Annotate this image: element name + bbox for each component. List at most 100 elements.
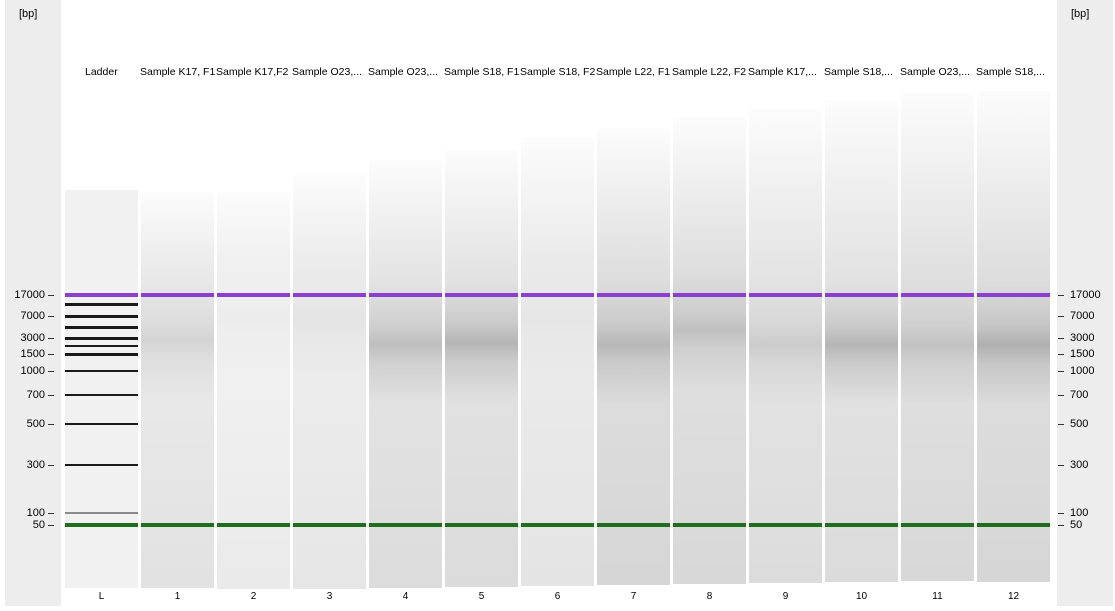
- lane-number: 5: [478, 591, 485, 602]
- lane-name: Sample O23,...: [292, 66, 363, 78]
- lower-marker-band: [673, 523, 746, 527]
- left-axis-tick: [48, 465, 54, 466]
- lane-name: Sample L22, F1: [596, 66, 671, 78]
- left-axis-label: 300: [26, 459, 45, 471]
- lane-name: Sample S18,...: [824, 66, 893, 78]
- right-axis-tick: [1058, 424, 1064, 425]
- lane-number: 2: [250, 591, 257, 602]
- left-axis-unit: [bp]: [19, 8, 38, 20]
- lane-name: Sample S18, F2: [520, 66, 596, 78]
- lane-name: Sample K17, F1: [140, 66, 216, 78]
- sample-lane[interactable]: [597, 128, 670, 585]
- lower-marker-band: [141, 523, 214, 527]
- right-axis-label: 1000: [1070, 365, 1095, 377]
- sample-lane[interactable]: [521, 138, 594, 586]
- lane-number: 11: [932, 591, 943, 602]
- sample-lane[interactable]: [293, 175, 366, 589]
- right-axis-label: 3000: [1070, 332, 1095, 344]
- sample-lane[interactable]: [369, 160, 442, 588]
- right-axis-tick: [1058, 354, 1064, 355]
- ladder-band: [65, 423, 138, 425]
- upper-marker-band: [521, 293, 594, 297]
- lane-number: 3: [326, 591, 333, 602]
- right-axis-unit: [bp]: [1071, 8, 1090, 20]
- left-axis-tick: [48, 513, 54, 514]
- right-axis-label: 700: [1070, 389, 1089, 401]
- sample-lane[interactable]: [141, 192, 214, 588]
- right-axis-label: 50: [1070, 519, 1083, 531]
- sample-lane[interactable]: [749, 109, 822, 583]
- lower-marker-band: [597, 523, 670, 527]
- left-axis-tick: [48, 525, 54, 526]
- upper-marker-band: [597, 293, 670, 297]
- sample-lane[interactable]: [217, 192, 290, 589]
- left-axis-label: 50: [32, 519, 45, 531]
- lane-name: Sample S18,...: [976, 66, 1045, 78]
- upper-marker-band: [749, 293, 822, 297]
- right-axis-label: 500: [1070, 418, 1089, 430]
- right-axis-tick: [1058, 371, 1064, 372]
- left-axis-label: 700: [26, 389, 45, 401]
- upper-marker-band: [369, 293, 442, 297]
- sample-lane[interactable]: [901, 93, 974, 581]
- sample-lane[interactable]: [445, 150, 518, 587]
- lane-name: Sample O23,...: [368, 66, 439, 78]
- upper-marker-band: [673, 293, 746, 297]
- lower-marker-band: [977, 523, 1050, 527]
- upper-marker-band: [445, 293, 518, 297]
- ladder-lane[interactable]: [65, 190, 138, 588]
- lane-name: Sample O23,...: [900, 66, 971, 78]
- left-axis-tick: [48, 354, 54, 355]
- lane-name: Sample L22, F2: [672, 66, 747, 78]
- right-axis-panel: [bp]: [1057, 0, 1113, 606]
- left-axis-tick: [48, 371, 54, 372]
- right-axis-label: 7000: [1070, 310, 1095, 322]
- upper-marker-band: [977, 293, 1050, 297]
- upper-marker-band: [65, 293, 138, 297]
- lane-number: L: [98, 591, 105, 602]
- ladder-band: [65, 394, 138, 396]
- lower-marker-band: [293, 523, 366, 527]
- right-axis-tick: [1058, 316, 1064, 317]
- ladder-band: [65, 353, 138, 356]
- right-axis-label: 17000: [1070, 289, 1101, 301]
- lane-name: Sample K17,...: [748, 66, 817, 78]
- ladder-band: [65, 370, 138, 372]
- sample-lane[interactable]: [673, 117, 746, 584]
- left-axis-tick: [48, 338, 54, 339]
- upper-marker-band: [141, 293, 214, 297]
- left-axis-label: 100: [26, 507, 45, 519]
- right-axis-label: 100: [1070, 507, 1089, 519]
- sample-lane[interactable]: [825, 100, 898, 582]
- left-axis-label: 500: [26, 418, 45, 430]
- left-axis-panel: [bp]: [5, 0, 61, 606]
- lower-marker-band: [825, 523, 898, 527]
- left-axis-label: 1500: [20, 348, 45, 360]
- upper-marker-band: [293, 293, 366, 297]
- upper-marker-band: [825, 293, 898, 297]
- right-axis-tick: [1058, 465, 1064, 466]
- right-axis-tick: [1058, 513, 1064, 514]
- ladder-band: [65, 303, 138, 306]
- lane-number: 6: [554, 591, 561, 602]
- lane-number: 10: [855, 591, 868, 602]
- right-axis-tick: [1058, 338, 1064, 339]
- lane-number: 12: [1007, 591, 1020, 602]
- right-axis-tick: [1058, 525, 1064, 526]
- lane-number: 7: [630, 591, 637, 602]
- lower-marker-band: [65, 523, 138, 527]
- lower-marker-band: [369, 523, 442, 527]
- lane-number: 4: [402, 591, 409, 602]
- upper-marker-band: [217, 293, 290, 297]
- lower-marker-band: [749, 523, 822, 527]
- ladder-band: [65, 512, 138, 514]
- lane-number: 1: [174, 591, 181, 602]
- sample-lane[interactable]: [977, 91, 1050, 582]
- left-axis-tick: [48, 316, 54, 317]
- lane-number: 8: [706, 591, 713, 602]
- right-axis-label: 1500: [1070, 348, 1095, 360]
- lower-marker-band: [217, 523, 290, 527]
- left-axis-tick: [48, 395, 54, 396]
- ladder-band: [65, 337, 138, 340]
